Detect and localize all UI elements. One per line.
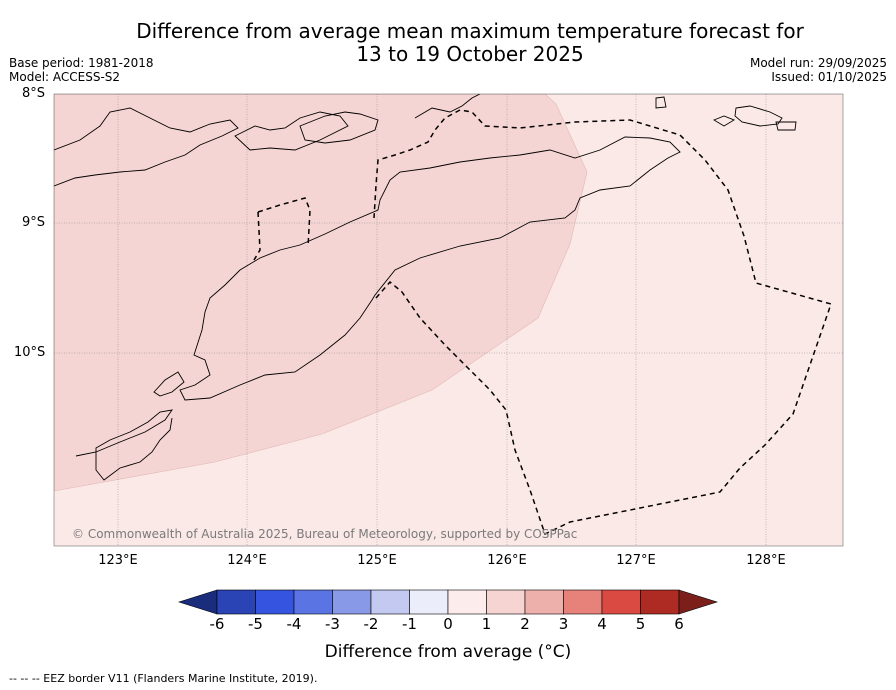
colorbar-segment (563, 589, 603, 615)
flores-coast (54, 107, 239, 187)
issued-date: Issued: 01/10/2025 (771, 70, 887, 84)
base-period: Base period: 1981-2018 (9, 56, 154, 70)
colorbar-segment (447, 589, 487, 615)
lon-label-128e: 128°E (746, 553, 786, 568)
colorbar-extend-low (178, 589, 218, 615)
alor-island (234, 111, 349, 151)
colorbar-tick-label: -3 (325, 615, 340, 633)
rote-island (153, 371, 185, 397)
colorbar-tick-label: 3 (558, 615, 569, 633)
colorbar-segment (293, 589, 333, 615)
colorbar-segment (370, 589, 410, 615)
lat-label-9s: 9°S (22, 215, 46, 230)
model-run: Model run: 29/09/2025 (749, 56, 887, 70)
colorbar-segment (601, 589, 641, 615)
colorbar-tick-label: 2 (520, 615, 530, 633)
alor-east (299, 111, 379, 144)
colorbar-tick-label: 6 (674, 615, 684, 633)
timor-island-outline (179, 136, 681, 401)
islet-1 (655, 96, 667, 109)
colorbar-segment (255, 589, 295, 615)
eez-border (253, 109, 832, 536)
colorbar-segment (409, 589, 449, 615)
lon-label-125e: 125°E (357, 553, 397, 568)
colorbar-tick-label: -1 (402, 615, 417, 633)
title-line-2: 13 to 19 October 2025 (356, 42, 584, 66)
title-line-1: Difference from average mean maximum tem… (136, 19, 804, 43)
colorbar-segment (486, 589, 526, 615)
colorbar-tick-label: 0 (443, 615, 453, 633)
lon-label-127e: 127°E (616, 553, 656, 568)
colorbar (178, 589, 718, 615)
colorbar-segment (216, 589, 256, 615)
colorbar-tick-label: 5 (635, 615, 646, 633)
colorbar-tick-label: 4 (597, 615, 607, 633)
model-name: Model: ACCESS-S2 (9, 70, 121, 84)
colorbar-tick-label: 1 (481, 615, 492, 633)
colorbar-extend-high (678, 589, 718, 615)
lon-label-123e: 123°E (98, 553, 138, 568)
islet-2 (734, 105, 783, 127)
coastlines (54, 94, 797, 481)
colorbar-tick-label: -6 (209, 615, 225, 633)
eez-enclave (257, 197, 311, 248)
map-frame (53, 93, 844, 547)
lat-label-10s: 10°S (14, 345, 46, 360)
colorbar-tick-label: -2 (363, 615, 379, 633)
islet-4 (775, 121, 797, 131)
atauro-coast (414, 94, 481, 119)
sawu-islands (75, 409, 173, 481)
colorbar-tick-label: -4 (286, 615, 302, 633)
lon-label-126e: 126°E (487, 553, 527, 568)
colorbar-segment (524, 589, 564, 615)
copyright-note: © Commonwealth of Australia 2025, Bureau… (72, 527, 577, 541)
islet-3 (712, 115, 736, 127)
colorbar-label: Difference from average (°C) (324, 642, 572, 662)
anomaly-band-1-to-2 (54, 94, 588, 492)
lat-label-8s: 8°S (22, 86, 46, 101)
lon-label-124e: 124°E (227, 553, 267, 568)
colorbar-segment (332, 589, 372, 615)
colorbar-segment (640, 589, 680, 615)
eez-footnote: -- -- -- EEZ border V11 (Flanders Marine… (9, 672, 318, 685)
colorbar-tick-label: -5 (248, 615, 263, 633)
